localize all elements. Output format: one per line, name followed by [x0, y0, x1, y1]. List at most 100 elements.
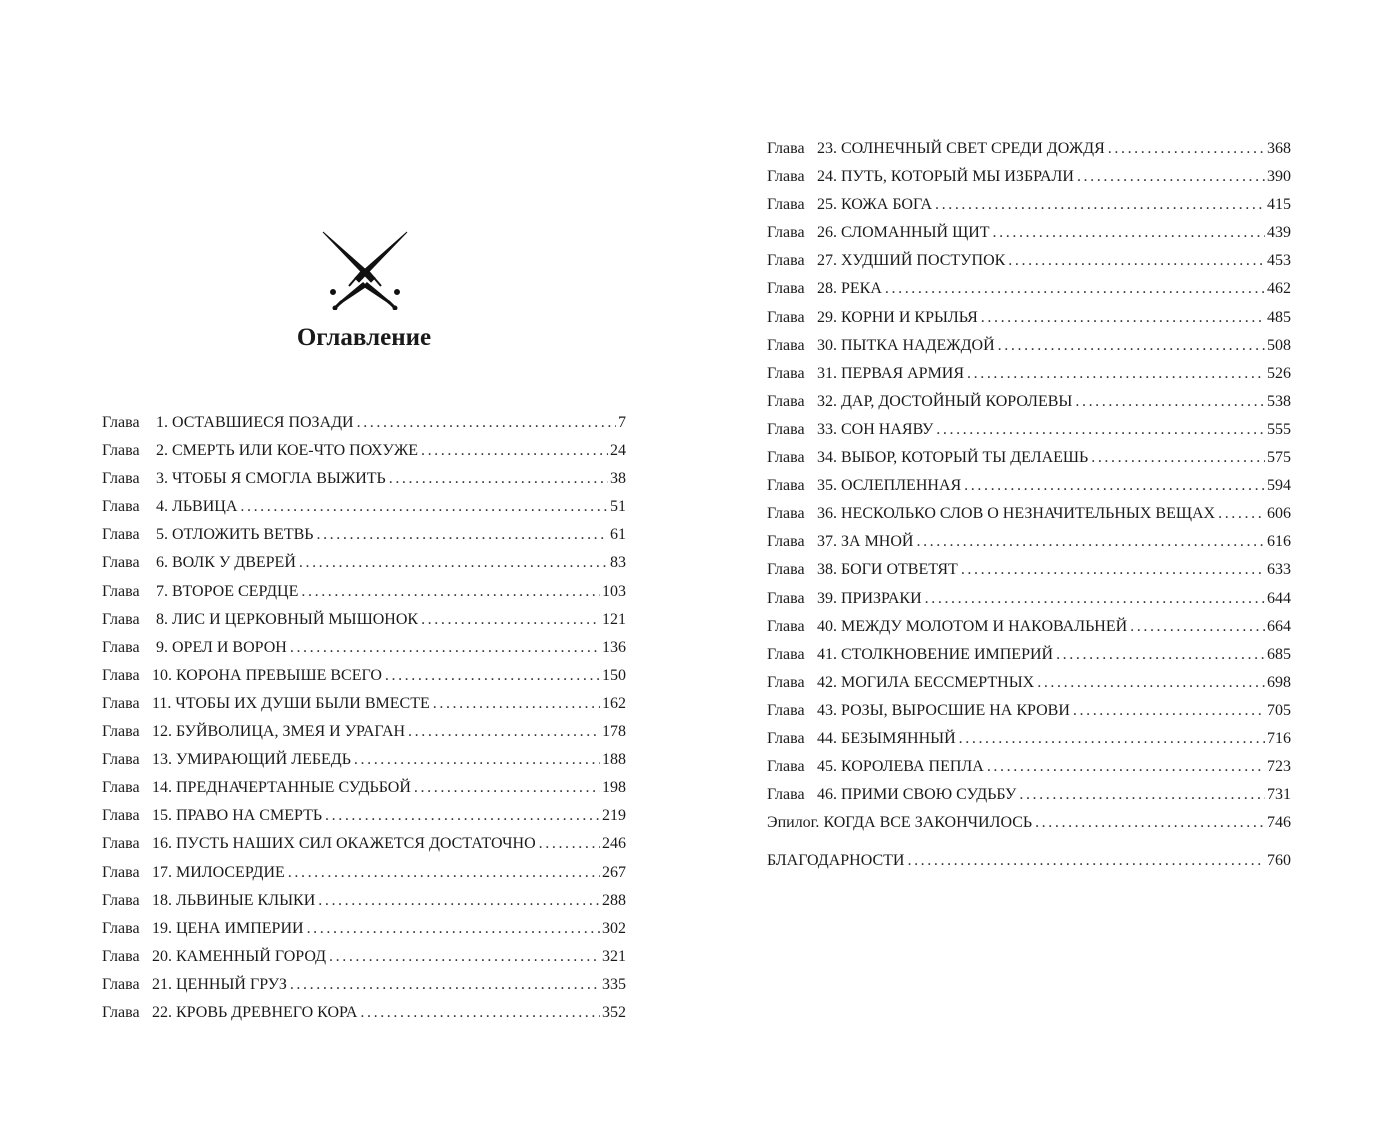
dot-leader [1075, 393, 1265, 411]
toc-entry[interactable]: Глава 35.ОСЛЕПЛЕННАЯ 594 [767, 477, 1291, 505]
entry-number: 4. [156, 498, 168, 516]
entry-page: 24 [610, 442, 626, 460]
toc-entry[interactable]: Глава 15.ПРАВО НА СМЕРТЬ 219 [102, 807, 626, 835]
toc-entry[interactable]: Глава 23.СОЛНЕЧНЫЙ СВЕТ СРЕДИ ДОЖДЯ 368 [767, 140, 1291, 168]
toc-entry[interactable]: Глава 11.ЧТОБЫ ИХ ДУШИ БЫЛИ ВМЕСТЕ 162 [102, 695, 626, 723]
toc-entry[interactable]: Глава 43.РОЗЫ, ВЫРОСШИЕ НА КРОВИ 705 [767, 702, 1291, 730]
toc-entry[interactable]: Глава 20.КАМЕННЫЙ ГОРОД 321 [102, 948, 626, 976]
entry-number: 30. [817, 336, 837, 354]
entry-prefix: Глава [767, 617, 805, 635]
entry-page: 575 [1267, 449, 1291, 467]
toc-entry[interactable]: Глава 44.БЕЗЫМЯННЫЙ 716 [767, 730, 1291, 758]
entry-page: 103 [602, 582, 626, 600]
dot-leader [936, 421, 1265, 439]
toc-entry[interactable]: Глава 6.ВОЛК У ДВЕРЕЙ 83 [102, 554, 626, 582]
entry-number: 24. [817, 168, 837, 186]
dot-leader [288, 864, 600, 882]
dot-leader [1037, 674, 1265, 692]
entry-page: 7 [618, 414, 626, 431]
entry-prefix: Глава [767, 505, 805, 523]
toc-entry[interactable]: Глава 30.ПЫТКА НАДЕЖДОЙ 508 [767, 337, 1291, 365]
toc-entry[interactable]: Глава 37.ЗА МНОЙ 616 [767, 533, 1291, 561]
entry-page: 439 [1267, 224, 1291, 242]
toc-entry[interactable]: Глава 38.БОГИ ОТВЕТЯТ 633 [767, 561, 1291, 589]
toc-entry[interactable]: Глава 31.ПЕРВАЯ АРМИЯ 526 [767, 365, 1291, 393]
toc-entry[interactable]: Глава 17.МИЛОСЕРДИЕ 267 [102, 864, 626, 892]
entry-page: 178 [602, 723, 626, 741]
dot-leader [290, 639, 600, 657]
toc-entry[interactable]: Глава 41.СТОЛКНОВЕНИЕ ИМПЕРИЙ 685 [767, 646, 1291, 674]
entry-page: 121 [602, 610, 626, 628]
entry-prefix: Глава [767, 196, 805, 214]
dot-leader [389, 470, 608, 488]
toc-entry[interactable]: Глава 36. НЕСКОЛЬКО СЛОВ О НЕЗНАЧИТЕЛЬНЫХ … [767, 505, 1291, 533]
dot-leader [357, 414, 616, 432]
dot-leader [998, 337, 1265, 355]
entry-prefix: Глава [102, 554, 140, 572]
toc-entry[interactable]: Глава 34.ВЫБОР, КОТОРЫЙ ТЫ ДЕЛАЕШЬ 575 [767, 449, 1291, 477]
entry-page: 633 [1267, 561, 1291, 579]
entry-number: 46. [817, 786, 837, 804]
toc-entry[interactable]: Глава 32.ДАР, ДОСТОЙНЫЙ КОРОЛЕВЫ 538 [767, 393, 1291, 421]
entry-number: 31. [817, 364, 837, 382]
toc-entry[interactable]: Глава 46.ПРИМИ СВОЮ СУДЬБУ 731 [767, 786, 1291, 814]
toc-entry[interactable]: Глава 8.ЛИС И ЦЕРКОВНЫЙ МЫШОНОК 121 [102, 611, 626, 639]
entry-prefix: Эпилог. [767, 814, 820, 832]
toc-entry[interactable]: Глава 3.ЧТОБЫ Я СМОГЛА ВЫЖИТЬ 38 [102, 470, 626, 498]
toc-entry[interactable]: Глава 28.РЕКА 462 [767, 280, 1291, 308]
entry-page: 462 [1267, 280, 1291, 298]
toc-entry[interactable]: Глава 9.ОРЕЛ И ВОРОН 136 [102, 639, 626, 667]
entry-title: КОРОЛЕВА ПЕПЛА [841, 758, 984, 776]
entry-prefix: Глава [102, 807, 140, 825]
entry-prefix: Глава [767, 392, 805, 410]
entry-page: 219 [602, 807, 626, 825]
entry-prefix: Глава [102, 414, 140, 431]
toc-entry[interactable]: Глава 33.СОН НАЯВУ 555 [767, 421, 1291, 449]
entry-prefix: Глава [102, 666, 140, 684]
toc-entry[interactable]: Глава 10.КОРОНА ПРЕВЫШЕ ВСЕГО 150 [102, 667, 626, 695]
toc-entry[interactable]: Глава 40.МЕЖДУ МОЛОТОМ И НАКОВАЛЬНЕЙ 664 [767, 618, 1291, 646]
toc-entry[interactable]: Глава 7.ВТОРОЕ СЕРДЦЕ 103 [102, 583, 626, 611]
toc-entry[interactable]: Глава 5.ОТЛОЖИТЬ ВЕТВЬ 61 [102, 526, 626, 554]
toc-entry[interactable]: Глава 19.ЦЕНА ИМПЕРИИ 302 [102, 920, 626, 948]
toc-entry[interactable]: Глава 1.ОСТАВШИЕСЯ ПОЗАДИ 7 [102, 414, 626, 442]
toc-entry[interactable]: Глава 26.СЛОМАННЫЙ ЩИТ 439 [767, 224, 1291, 252]
dot-leader [1035, 814, 1265, 832]
toc-entry[interactable]: Глава 4.ЛЬВИЦА 51 [102, 498, 626, 526]
toc-entry[interactable]: Глава 14.ПРЕДНАЧЕРТАННЫЕ СУДЬБОЙ 198 [102, 779, 626, 807]
entry-number: 26. [817, 224, 837, 242]
entry-prefix: Глава [102, 779, 140, 797]
toc-entry[interactable]: Глава 27.ХУДШИЙ ПОСТУПОК 453 [767, 252, 1291, 280]
entry-page: 508 [1267, 336, 1291, 354]
entry-page: 51 [610, 498, 626, 516]
toc-entry[interactable]: Глава 12.БУЙВОЛИЦА, ЗМЕЯ И УРАГАН 178 [102, 723, 626, 751]
toc-entry[interactable]: Эпилог.КОГДА ВСЕ ЗАКОНЧИЛОСЬ 746 [767, 814, 1291, 842]
toc-entry[interactable]: Глава 42.МОГИЛА БЕССМЕРТНЫХ 698 [767, 674, 1291, 702]
dot-leader [1218, 505, 1265, 523]
dot-leader [1077, 168, 1265, 186]
entry-page: 368 [1267, 140, 1291, 157]
entry-prefix: Глава [102, 835, 140, 853]
entry-number: 28. [817, 280, 837, 298]
toc-entry[interactable]: Глава 18.ЛЬВИНЫЕ КЛЫКИ 288 [102, 892, 626, 920]
toc-entry[interactable]: Глава 2.СМЕРТЬ ИЛИ КОЕ-ЧТО ПОХУЖЕ 24 [102, 442, 626, 470]
toc-entry[interactable]: Глава 25.КОЖА БОГА 415 [767, 196, 1291, 224]
entry-title: УМИРАЮЩИЙ ЛЕБЕДЬ [176, 751, 351, 769]
entry-prefix: Глава [767, 280, 805, 298]
entry-number: 23. [817, 140, 837, 157]
toc-entry[interactable]: Глава 21.ЦЕННЫЙ ГРУЗ 335 [102, 976, 626, 1004]
toc-entry[interactable]: Глава 45.КОРОЛЕВА ПЕПЛА 723 [767, 758, 1291, 786]
toc-entry[interactable]: Глава 39.ПРИЗРАКИ 644 [767, 590, 1291, 618]
toc-entry[interactable]: Глава 24.ПУТЬ, КОТОРЫЙ МЫ ИЗБРАЛИ 390 [767, 168, 1291, 196]
entry-page: 746 [1267, 814, 1291, 832]
toc-entry[interactable]: Глава 16. ПУСТЬ НАШИХ СИЛ ОКАЖЕТСЯ ДОСТАТО… [102, 835, 626, 863]
entry-prefix: Глава [102, 947, 140, 965]
entry-number: 9. [156, 638, 168, 656]
entry-prefix: Глава [767, 645, 805, 663]
toc-entry[interactable]: Глава 13.УМИРАЮЩИЙ ЛЕБЕДЬ 188 [102, 751, 626, 779]
toc-entry[interactable]: Глава 22.КРОВЬ ДРЕВНЕГО КОРА 352 [102, 1004, 626, 1032]
dot-leader [329, 948, 600, 966]
toc-entry[interactable]: БЛАГОДАРНОСТИ 760 [767, 852, 1291, 880]
entry-title: ВЫБОР, КОТОРЫЙ ТЫ ДЕЛАЕШЬ [841, 449, 1089, 467]
toc-entry[interactable]: Глава 29.КОРНИ И КРЫЛЬЯ 485 [767, 309, 1291, 337]
